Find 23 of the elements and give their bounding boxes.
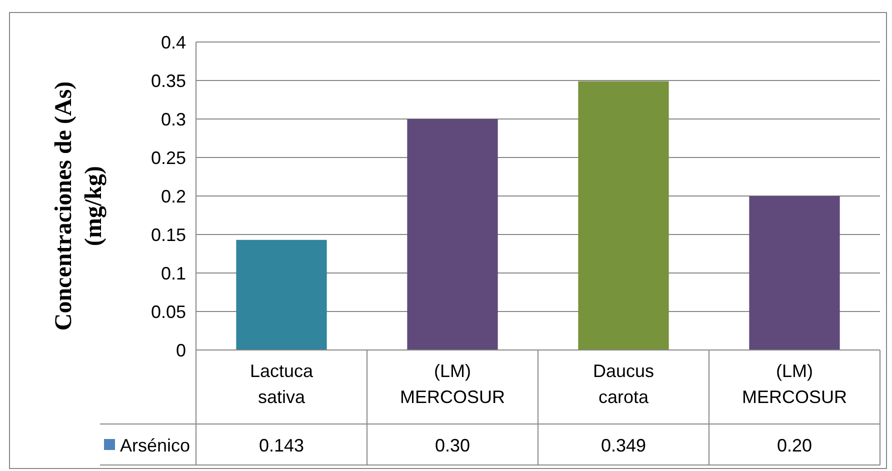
x-tick-label: Daucus carota <box>592 361 654 407</box>
bar <box>578 81 669 350</box>
y-tick-label: 0.1 <box>160 263 186 284</box>
data-label: 0.20 <box>776 435 812 456</box>
bar <box>236 240 327 350</box>
data-label: 0.143 <box>258 435 304 456</box>
y-tick-label: 0.15 <box>150 224 186 245</box>
y-axis-title: Concentraciones de (As) (mg/kg) <box>51 81 107 331</box>
data-label: 0.349 <box>600 435 646 456</box>
y-tick-label: 0.4 <box>160 32 186 52</box>
y-tick-label: 0.05 <box>150 302 186 322</box>
y-tick-label: 0.25 <box>150 148 186 168</box>
y-tick-label: 0.2 <box>160 186 186 206</box>
text: Arsénico <box>120 435 190 456</box>
bar <box>407 119 498 350</box>
x-tick-label: (LM) MERCOSUR <box>400 361 506 407</box>
x-tick-label: (LM) MERCOSUR <box>742 361 848 407</box>
y-tick-label: 0.35 <box>150 70 186 91</box>
bar <box>749 196 840 350</box>
y-tick-label: 0.3 <box>160 109 186 130</box>
data-label: 0.30 <box>434 435 470 456</box>
x-tick-label: Lactuca sativa <box>250 361 314 407</box>
y-tick-label: 0 <box>176 340 186 360</box>
